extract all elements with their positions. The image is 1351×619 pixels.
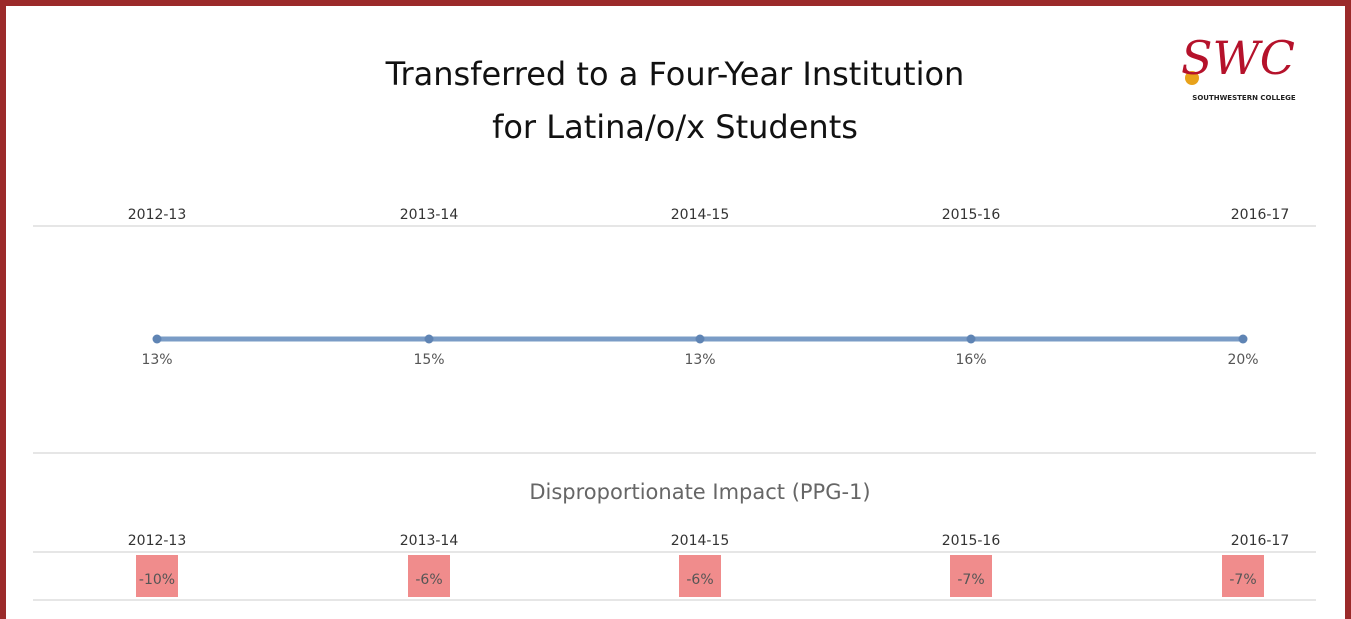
cells: 2012-13 13% 2013-14 15% 2014-15 13% 2015-16 16%…	[128, 207, 1290, 597]
year-label: 2015-16	[942, 207, 1001, 223]
impact-cell	[136, 555, 178, 597]
title-line: Transferred to a Four-Year Institution	[385, 55, 965, 93]
impact-value: -6%	[686, 572, 713, 588]
value-label: 13%	[684, 352, 715, 368]
impact-cell	[679, 555, 721, 597]
section-title: Disproportionate Impact (PPG-1)	[529, 480, 870, 504]
value-label: 13%	[141, 352, 172, 368]
point	[424, 334, 434, 344]
impact-cell	[1222, 555, 1264, 597]
logo: SWC	[1181, 31, 1295, 85]
year-label: 2012-13	[128, 533, 187, 549]
impact-value: -10%	[139, 572, 175, 588]
impact-value: -6%	[415, 572, 442, 588]
value-label: 16%	[955, 352, 986, 368]
point	[152, 334, 162, 344]
point	[1238, 334, 1248, 344]
impact-value: -7%	[1229, 572, 1256, 588]
impact-cell	[408, 555, 450, 597]
year-label: 2016-17	[1231, 533, 1290, 549]
title-line: for Latina/o/x Students	[492, 108, 858, 146]
value-label: 20%	[1227, 352, 1258, 368]
logo-caption: SOUTHWESTERN COLLEGE	[1192, 94, 1296, 102]
impact-value: -7%	[957, 572, 984, 588]
year-label: 2015-16	[942, 533, 1001, 549]
value-label: 15%	[413, 352, 444, 368]
logo-sun	[1185, 71, 1199, 85]
year-label: 2012-13	[128, 207, 187, 223]
year-label: 2013-14	[400, 207, 459, 223]
year-label: 2014-15	[671, 207, 730, 223]
impact-cell	[950, 555, 992, 597]
point	[695, 334, 705, 344]
point	[966, 334, 976, 344]
year-label: 2014-15	[671, 533, 730, 549]
year-label: 2016-17	[1231, 207, 1290, 223]
year-label: 2013-14	[400, 533, 459, 549]
